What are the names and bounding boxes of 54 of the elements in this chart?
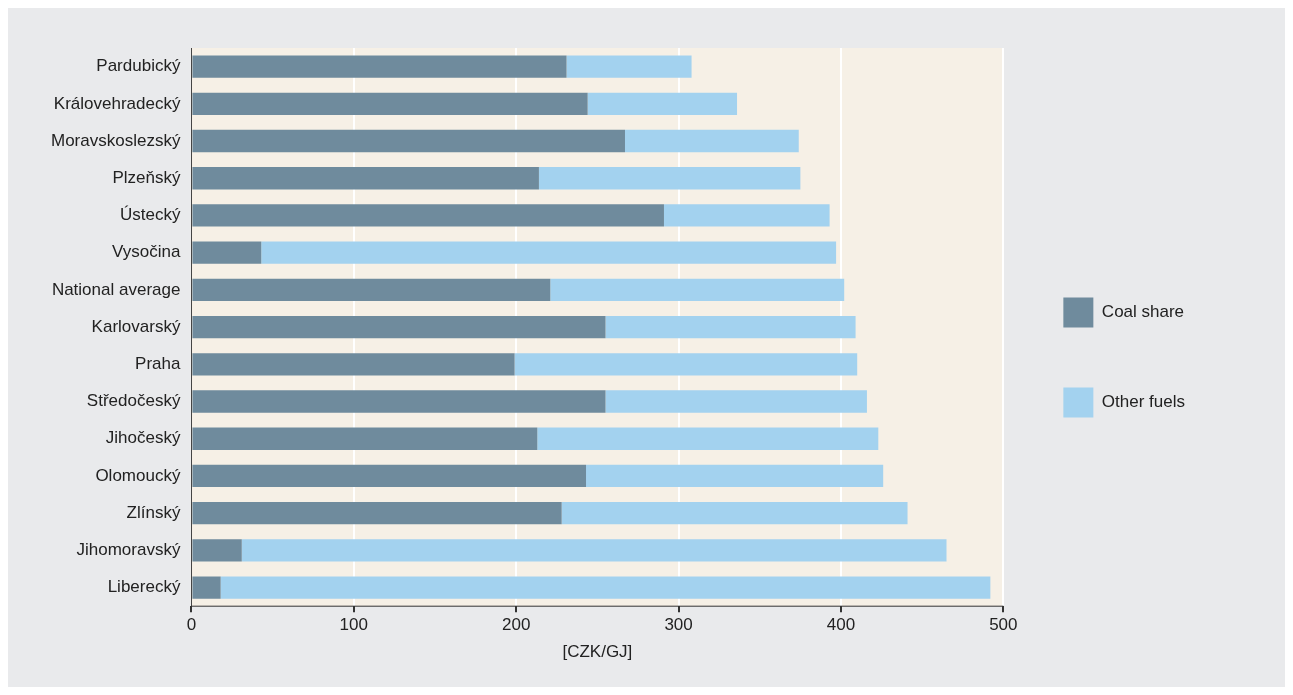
y-tick-label: Plzeňský xyxy=(112,167,181,187)
y-tick-label: Karlovarský xyxy=(91,316,181,336)
bar xyxy=(192,129,625,153)
bar xyxy=(192,464,587,488)
x-tick-label: 100 xyxy=(339,615,368,635)
bar xyxy=(192,427,538,450)
bar xyxy=(605,315,856,339)
bar xyxy=(561,502,908,525)
bar xyxy=(192,315,606,339)
x-tick-label: 500 xyxy=(989,615,1018,635)
y-tick-label: Vysočina xyxy=(112,242,181,262)
bar xyxy=(624,129,799,153)
bar xyxy=(587,92,738,115)
y-tick-label: Olomoucký xyxy=(95,465,181,485)
bar xyxy=(586,464,884,488)
x-tick-label: 200 xyxy=(502,615,531,635)
y-tick-label: Moravskoslezský xyxy=(51,130,181,150)
bar xyxy=(537,427,879,450)
y-tick-label: National average xyxy=(51,279,181,299)
bar xyxy=(192,539,242,562)
bar xyxy=(261,241,837,264)
x-tick-label: 400 xyxy=(826,615,856,635)
legend-label: Other fuels xyxy=(1101,392,1186,412)
y-tick-label: Zlínský xyxy=(126,502,181,522)
y-tick-label: Ústecký xyxy=(119,205,181,225)
bar xyxy=(192,92,588,115)
y-tick-label: Jihočeský xyxy=(105,428,181,448)
y-tick-label: Středočeský xyxy=(86,391,181,411)
bar xyxy=(192,353,515,376)
bar xyxy=(538,167,801,190)
y-tick-label: Praha xyxy=(135,354,181,373)
bar xyxy=(192,502,562,525)
legend-label: Coal share xyxy=(1101,302,1185,322)
bar xyxy=(192,55,567,78)
bar xyxy=(192,278,551,302)
y-tick-label: Pardubický xyxy=(96,56,181,76)
bar xyxy=(220,576,991,599)
x-tick-label: 300 xyxy=(664,615,693,635)
bar xyxy=(241,539,947,562)
x-tick-label: 0 xyxy=(186,615,197,635)
y-tick-label: Královehradecký xyxy=(53,93,181,113)
bar xyxy=(192,241,262,264)
bar xyxy=(192,390,606,413)
y-tick-label: Liberecký xyxy=(107,577,181,597)
bar xyxy=(192,204,664,227)
bar xyxy=(566,55,692,78)
bar xyxy=(192,576,221,599)
bar xyxy=(514,353,858,376)
bar xyxy=(550,278,845,302)
bar xyxy=(605,390,867,413)
x-axis-title: [CZK/GJ] xyxy=(562,642,633,662)
y-tick-label: Jihomoravský xyxy=(76,540,181,560)
bar xyxy=(192,167,539,190)
bar xyxy=(663,204,830,227)
